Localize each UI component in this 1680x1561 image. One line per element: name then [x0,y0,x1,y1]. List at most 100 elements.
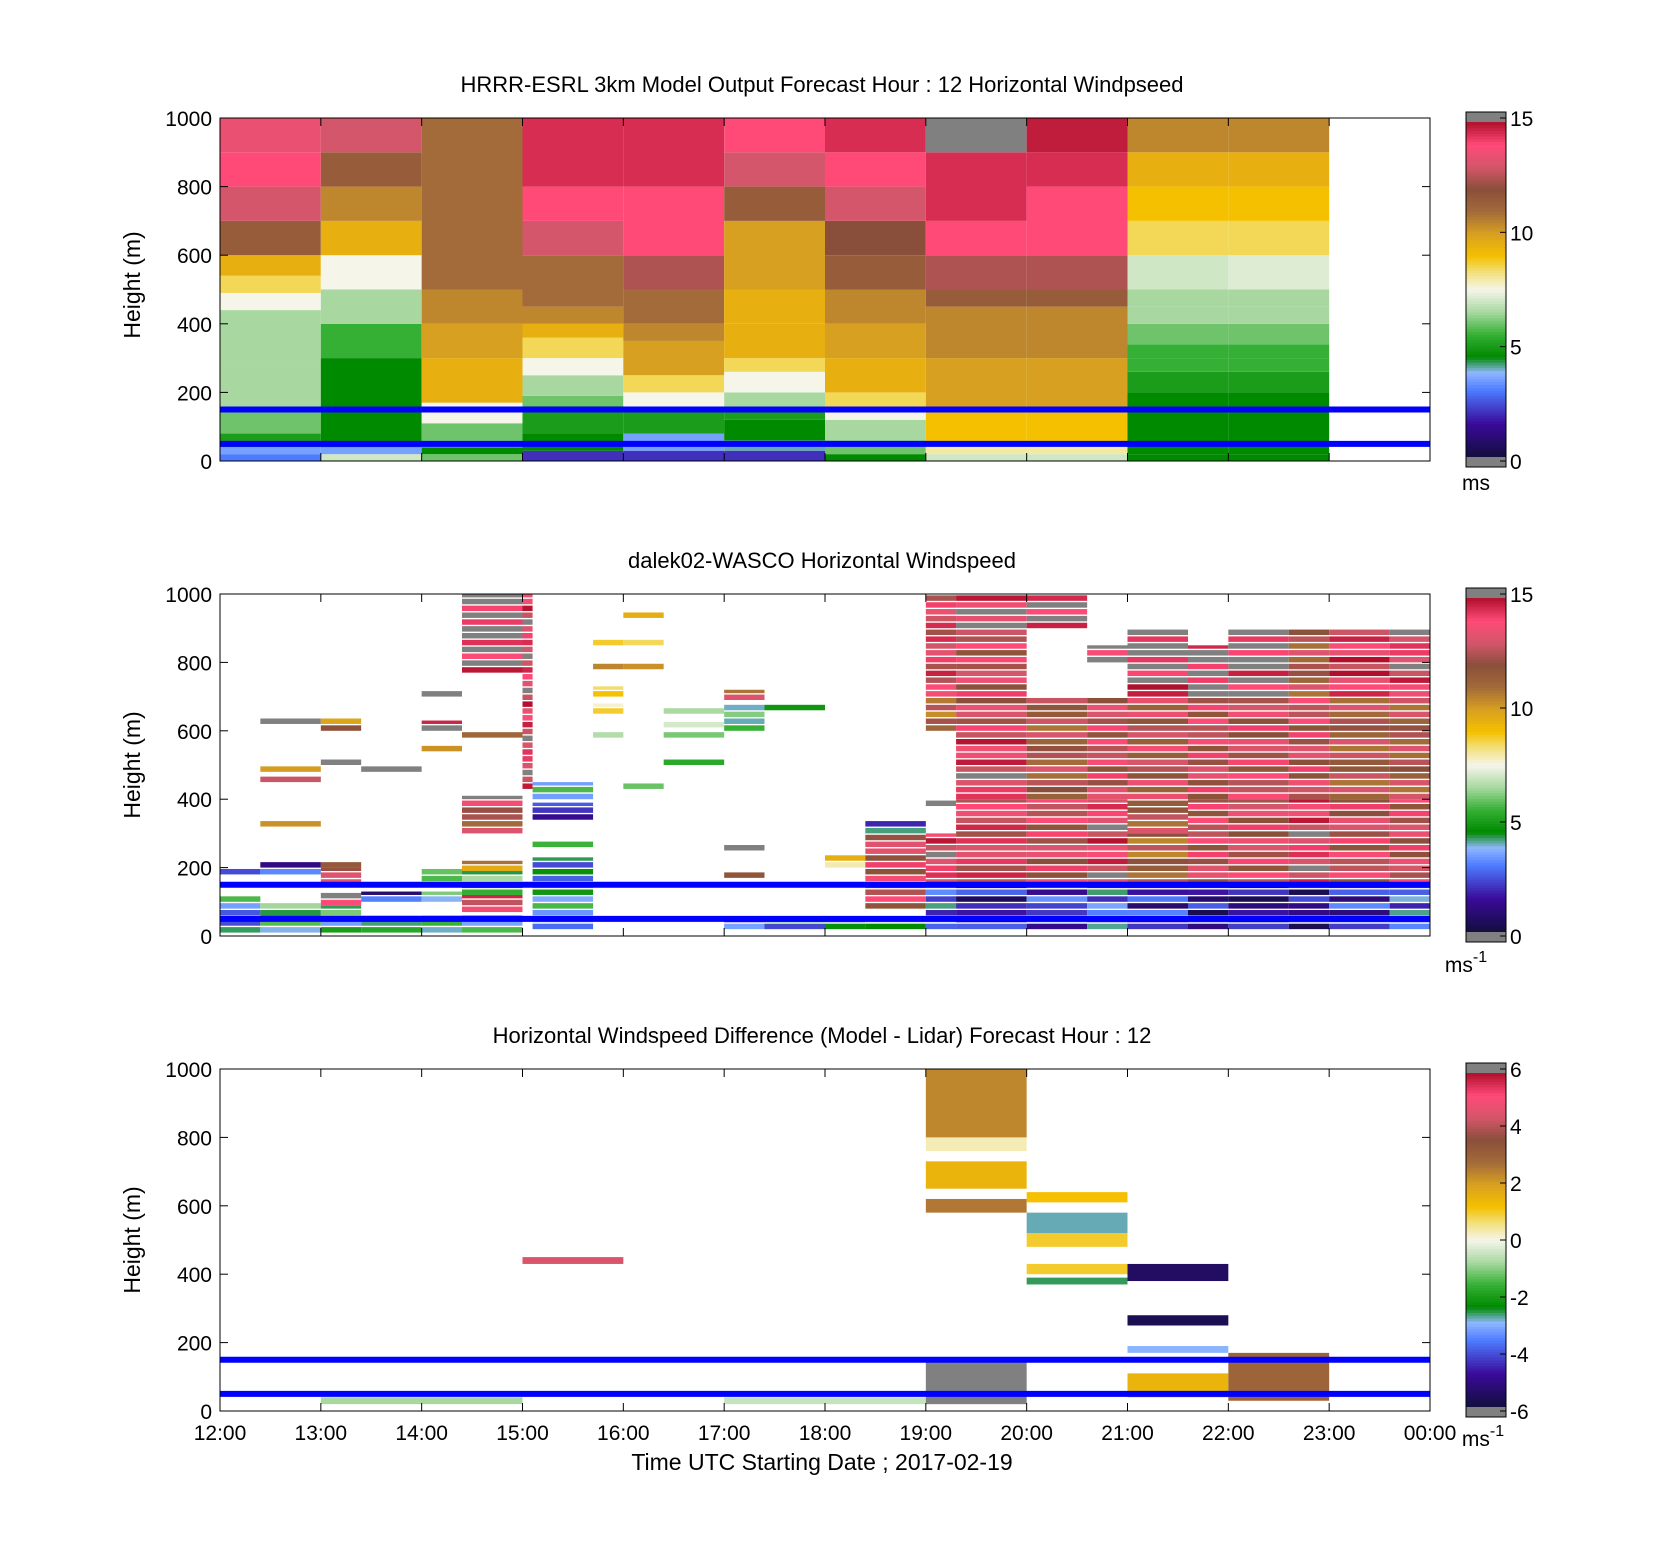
colorbar-segment [1466,1384,1506,1389]
panel3-reference-lines [220,1356,1430,1397]
lidar-cell [361,927,422,933]
lidar-cell [956,745,1027,752]
lidar-cell [956,910,1027,916]
lidar-cell [1288,725,1330,731]
panel3-axes-frame [219,1068,1431,1412]
colorbar-segment [1466,1381,1506,1386]
model-cell [522,337,624,359]
colorbar-segment [1466,1170,1506,1174]
lidar-cell [1026,799,1088,803]
colorbar-segment [1466,1270,1506,1274]
lidar-cell [865,827,926,834]
lidar-cell [1188,745,1229,752]
model-cell [925,289,1027,307]
model-cell [1026,306,1128,359]
lidar-cell [925,650,957,656]
colorbar-segment [1466,765,1506,769]
colorbar-segment [1466,163,1506,168]
lidar-cell [1026,817,1088,824]
colorbar-segment [1466,890,1506,894]
colorbar-segment [1466,233,1506,238]
lidar-cell [623,663,664,670]
lidar-cell [1389,704,1430,711]
lidar-cell [1389,766,1430,772]
model-cell [825,358,926,393]
colorbar-segment [1466,854,1506,858]
colorbar-segment [1466,929,1506,933]
lidar-cell [462,821,523,827]
model-cell [1228,186,1330,221]
lidar-cell [532,910,594,916]
lidar-cell [1288,739,1330,745]
lidar-cell [1228,697,1289,704]
model-cell [220,310,321,362]
panel1-y-ticks: 0 200 400 600 800 1000 [165,108,1430,474]
colorbar-segment [1466,1167,1506,1172]
lidar-cell [956,697,1027,704]
lidar-cell [1087,786,1128,793]
colorbar-segment [1466,639,1506,644]
lidar-cell [1389,759,1430,765]
lidar-cell [925,622,957,629]
colorbar-segment [1466,348,1506,352]
lidar-cell [532,868,594,875]
lidar-cell [1188,773,1229,779]
model-cell [1026,289,1128,307]
colorbar-segment [1466,278,1506,282]
colorbar-segment [1466,286,1506,291]
lidar-cell [1127,684,1188,690]
colorbar-segment [1466,1253,1506,1258]
colorbar-tick-label: 0 [1510,451,1522,474]
model-cell [522,306,624,324]
lidar-cell [956,838,1027,844]
colorbar-segment [1466,1226,1506,1230]
difference-cell [925,1137,1027,1152]
colorbar-segment [1466,236,1506,240]
lidar-cell [462,598,523,605]
difference-cell [522,1257,624,1264]
colorbar-segment [1466,678,1506,683]
colorbar-segment [1466,197,1506,201]
colorbar-segment [1466,840,1506,844]
lidar-cell [764,704,825,711]
lidar-cell [724,845,765,851]
colorbar-segment [1466,893,1506,897]
lidar-cell [1026,752,1088,759]
lidar-cell [925,889,957,895]
lidar-cell [1288,663,1330,670]
lidar-cell [462,619,523,625]
colorbar-segment [1466,376,1506,380]
model-cell [623,323,725,341]
lidar-cell [1188,697,1229,704]
model-cell [825,118,926,153]
colorbar-segment [1466,770,1506,774]
lidar-cell [1188,650,1229,656]
difference-cell [1026,1263,1128,1275]
lidar-cell [462,626,523,632]
lidar-cell [1389,824,1430,830]
y-tick-label: 0 [200,1401,212,1424]
lidar-cell [1329,865,1390,872]
y-tick-label: 800 [177,652,212,675]
colorbar-segment [1466,726,1506,730]
model-cell [623,375,725,393]
colorbar-segment [1466,1265,1506,1269]
colorbar-tick-label: 15 [1510,584,1533,607]
colorbar-segment [1466,1337,1506,1341]
panel3-unit-base: ms [1462,1428,1490,1451]
lidar-cell [1329,817,1390,824]
colorbar-segment [1466,325,1506,330]
colorbar-tick-label: 15 [1510,108,1533,131]
lidar-cell [1127,752,1188,759]
lidar-cell [462,920,523,926]
lidar-cell [925,615,957,622]
lidar-cell [1228,718,1289,724]
model-cell [522,395,624,407]
lidar-cell [1288,752,1330,759]
colorbar-segment [1466,1128,1506,1133]
lidar-cell [1389,718,1430,724]
lidar-cell [1087,759,1128,765]
lidar-cell [1329,799,1390,803]
lidar-cell [956,793,1027,800]
